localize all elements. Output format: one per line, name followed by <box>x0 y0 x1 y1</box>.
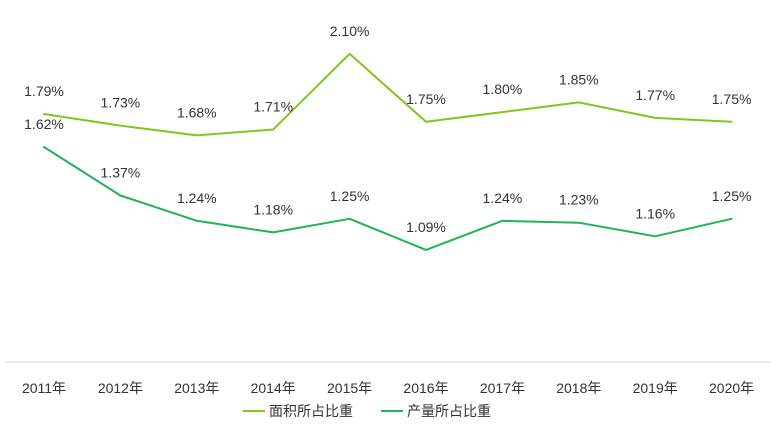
data-label-s1-3: 1.71% <box>253 99 293 115</box>
x-tick-label: 2013年 <box>174 380 219 396</box>
data-label-s2-2: 1.24% <box>177 190 217 206</box>
data-label-s2-7: 1.23% <box>559 192 599 208</box>
series-line-1 <box>43 52 733 137</box>
x-tick-label: 2011年 <box>22 380 66 396</box>
data-label-s1-6: 1.80% <box>483 81 523 97</box>
legend-label-1: 面积所占比重 <box>269 403 353 419</box>
x-tick-label: 2012年 <box>98 380 143 396</box>
data-label-s2-1: 1.37% <box>101 165 141 181</box>
data-label-s2-0: 1.62% <box>24 116 64 132</box>
data-label-s1-8: 1.77% <box>635 87 675 103</box>
data-label-s1-1: 1.73% <box>101 95 141 111</box>
x-tick-label: 2018年 <box>556 380 601 396</box>
series-line-2 <box>43 146 733 251</box>
data-label-layer: 1.79% 1.73% 1.68% 1.71% 2.10% 1.75% 1.80% 1.85%… <box>24 23 751 235</box>
data-label-s2-5: 1.09% <box>406 219 446 235</box>
x-tick-label: 2019年 <box>633 380 678 396</box>
data-label-s1-4: 2.10% <box>330 23 370 39</box>
data-label-s2-4: 1.25% <box>330 188 370 204</box>
x-tick-label: 2014年 <box>251 380 296 396</box>
data-label-s1-5: 1.75% <box>406 91 446 107</box>
series-layer <box>43 52 733 251</box>
data-label-s2-8: 1.16% <box>635 205 675 221</box>
data-label-s2-9: 1.25% <box>712 188 752 204</box>
data-label-s1-9: 1.75% <box>712 91 752 107</box>
data-label-s1-2: 1.68% <box>177 104 217 120</box>
x-tick-layer: 2011年 2012年 2013年 2014年 2015年 2016年 2017年 2018年… <box>22 380 754 396</box>
x-tick-label: 2015年 <box>327 380 372 396</box>
x-tick-label: 2016年 <box>403 380 448 396</box>
x-tick-label: 2020年 <box>709 380 754 396</box>
data-label-s1-0: 1.79% <box>24 83 64 99</box>
legend-label-2: 产量所占比重 <box>407 403 491 419</box>
data-label-s2-3: 1.18% <box>253 201 293 217</box>
legend: 面积所占比重 产量所占比重 <box>243 403 491 419</box>
data-label-s2-6: 1.24% <box>483 190 523 206</box>
x-tick-label: 2017年 <box>480 380 525 396</box>
data-label-s1-7: 1.85% <box>559 71 599 87</box>
